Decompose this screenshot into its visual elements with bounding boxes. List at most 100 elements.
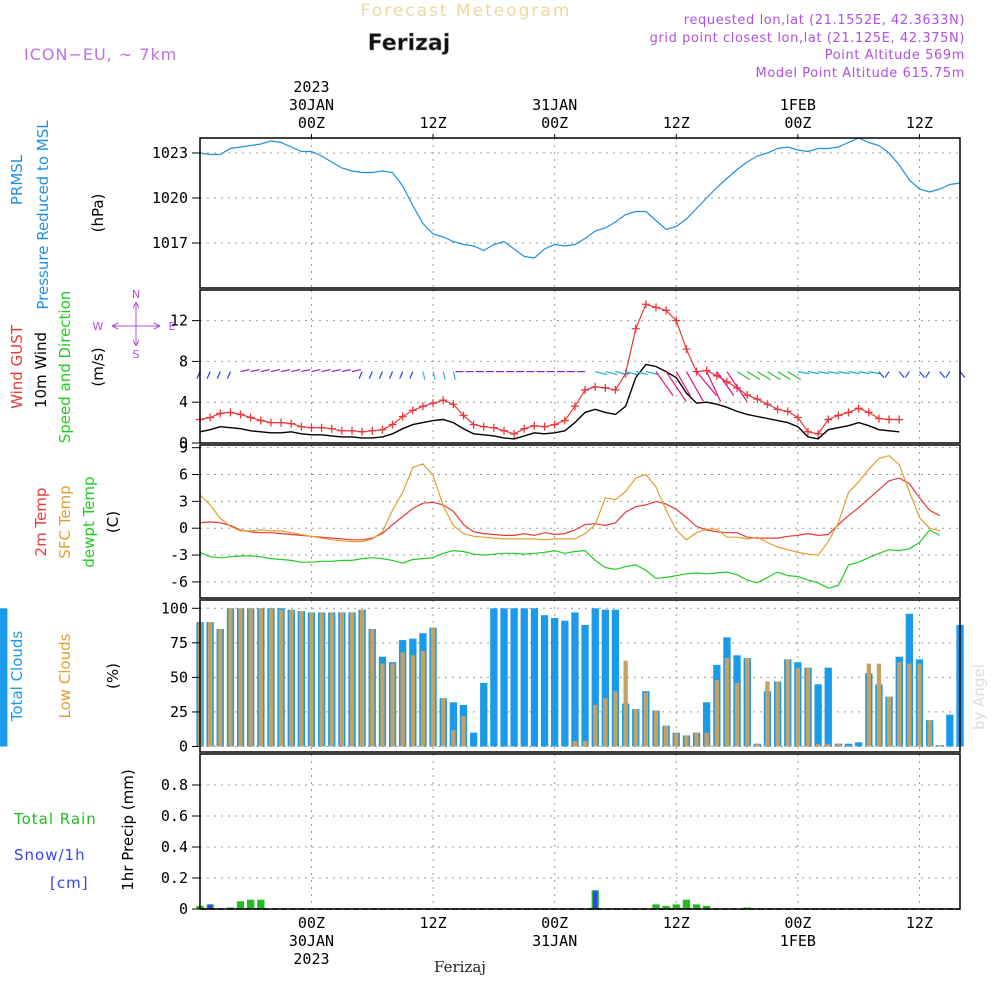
wind-direction-arrow — [818, 371, 830, 375]
gust-point — [793, 413, 802, 422]
temp-sfc-label: SFC Temp — [56, 485, 74, 558]
clouds-total-bar — [470, 732, 478, 747]
compass-east: E — [169, 320, 176, 333]
gust-point — [226, 408, 235, 417]
bottom-time-label: 31JAN — [532, 932, 577, 950]
temp-2m-label: 2m Temp — [32, 488, 50, 557]
clouds-low-bar — [370, 629, 375, 747]
wind-direction-arrow — [291, 369, 301, 373]
clouds-low-bar — [329, 612, 334, 747]
wind-direction-arrow — [260, 369, 270, 373]
clouds-low-bar — [593, 705, 598, 747]
compass-west: W — [93, 320, 104, 333]
clouds-ytick-label: 100 — [161, 599, 188, 617]
wind-direction-arrow — [919, 371, 925, 378]
wind-direction-arrow — [388, 371, 394, 379]
gust-point — [297, 422, 306, 431]
clouds-low-bar — [643, 692, 648, 747]
temperature-frame — [199, 444, 961, 599]
wind-10m-label: 10m Wind — [32, 332, 50, 408]
clouds-low-bar — [613, 691, 618, 747]
gust-point — [834, 411, 843, 420]
clouds-low-bar — [400, 652, 405, 747]
gust-point — [581, 385, 590, 394]
clouds-low-bar — [430, 627, 436, 747]
gust-point — [378, 425, 387, 434]
wind-direction-arrow — [945, 371, 951, 378]
wind-ytick-label: 0 — [179, 434, 188, 452]
gust-point — [611, 385, 620, 394]
precip-total-bar — [692, 904, 701, 909]
gust-point — [652, 303, 660, 312]
wind-direction-arrow — [240, 369, 250, 373]
gust-point — [206, 413, 215, 422]
wind-unit-label: (m/s) — [89, 347, 107, 386]
clouds-low-bar — [380, 663, 385, 747]
top-time-label: 31JAN — [532, 96, 577, 114]
compass-arrows — [111, 301, 161, 347]
chart-title: Forecast Meteogram — [361, 1, 572, 21]
clouds-low-bar — [228, 608, 233, 747]
clouds-low-bar — [258, 608, 263, 747]
gust-point — [449, 400, 458, 409]
clouds-total-bar — [703, 702, 711, 747]
clouds-low-bar — [461, 716, 466, 747]
gust-point — [773, 405, 782, 414]
gust-point — [864, 408, 873, 417]
gust-point — [459, 411, 468, 420]
clouds-low-bar — [319, 612, 324, 747]
wind-direction-arrow — [838, 371, 850, 375]
gust-point — [246, 413, 255, 422]
wind-direction-arrow — [898, 371, 905, 378]
wind-direction-arrow — [868, 371, 880, 375]
model-altitude: Model Point Altitude 615.75m — [756, 66, 965, 81]
temperature-series-sfc-temp — [199, 455, 940, 556]
gust-point — [641, 300, 650, 309]
wind-direction-arrow — [378, 371, 383, 379]
bottom-time-label: 12Z — [420, 914, 447, 932]
wind-direction-arrow — [321, 369, 331, 373]
wind-series-wind-gust — [199, 303, 900, 435]
gust-point — [327, 424, 336, 433]
clouds-low-bar — [795, 667, 800, 747]
wind-direction-arrow — [341, 369, 351, 373]
precip-ytick-label: 0.2 — [161, 869, 188, 887]
gust-point — [500, 426, 508, 435]
wind-direction-arrow — [311, 369, 321, 373]
temperature-ytick-label: -3 — [170, 546, 188, 564]
precip-total-bar — [652, 904, 660, 909]
wind-direction-arrow — [358, 371, 363, 379]
wind-direction-arrow — [270, 369, 281, 373]
wind-direction-arrow — [726, 371, 748, 402]
precip-total-bar — [703, 905, 711, 909]
wind-direction-arrow — [787, 371, 802, 381]
wind-direction-arrow — [595, 371, 608, 376]
wind-direction-arrow — [226, 371, 231, 379]
top-time-label: 00Z — [298, 114, 325, 132]
wind-direction-arrow — [442, 371, 446, 380]
clouds-total-bar — [571, 612, 579, 747]
pressure-series-line — [199, 137, 961, 259]
temp-dewpt-label: dewpt Temp — [80, 476, 98, 567]
precip-ytick-label: 0.4 — [161, 838, 188, 856]
gust-point — [277, 418, 286, 427]
clouds-total-bar — [500, 608, 508, 747]
wind-direction-arrow — [206, 371, 211, 379]
clouds-ytick-label: 25 — [170, 703, 188, 721]
gust-point — [753, 395, 762, 404]
wind-ytick-label: 4 — [179, 393, 188, 411]
wind-gust-label: Wind GUST — [8, 324, 26, 409]
gust-point — [702, 366, 711, 375]
top-time-label: 00Z — [541, 114, 568, 132]
clouds-total-bar — [601, 609, 609, 747]
snow-unit-legend: [cm] — [50, 874, 89, 892]
clouds-low-bar — [816, 743, 821, 747]
gust-point — [469, 420, 478, 429]
gust-point — [266, 418, 275, 427]
clouds-low-bar — [826, 743, 831, 747]
clouds-total-bar — [520, 608, 528, 747]
clouds-total-bar — [581, 624, 589, 747]
clouds-low-bar — [572, 740, 578, 747]
top-time-label: 30JAN — [289, 96, 334, 114]
watermark: by Angel — [970, 664, 988, 730]
